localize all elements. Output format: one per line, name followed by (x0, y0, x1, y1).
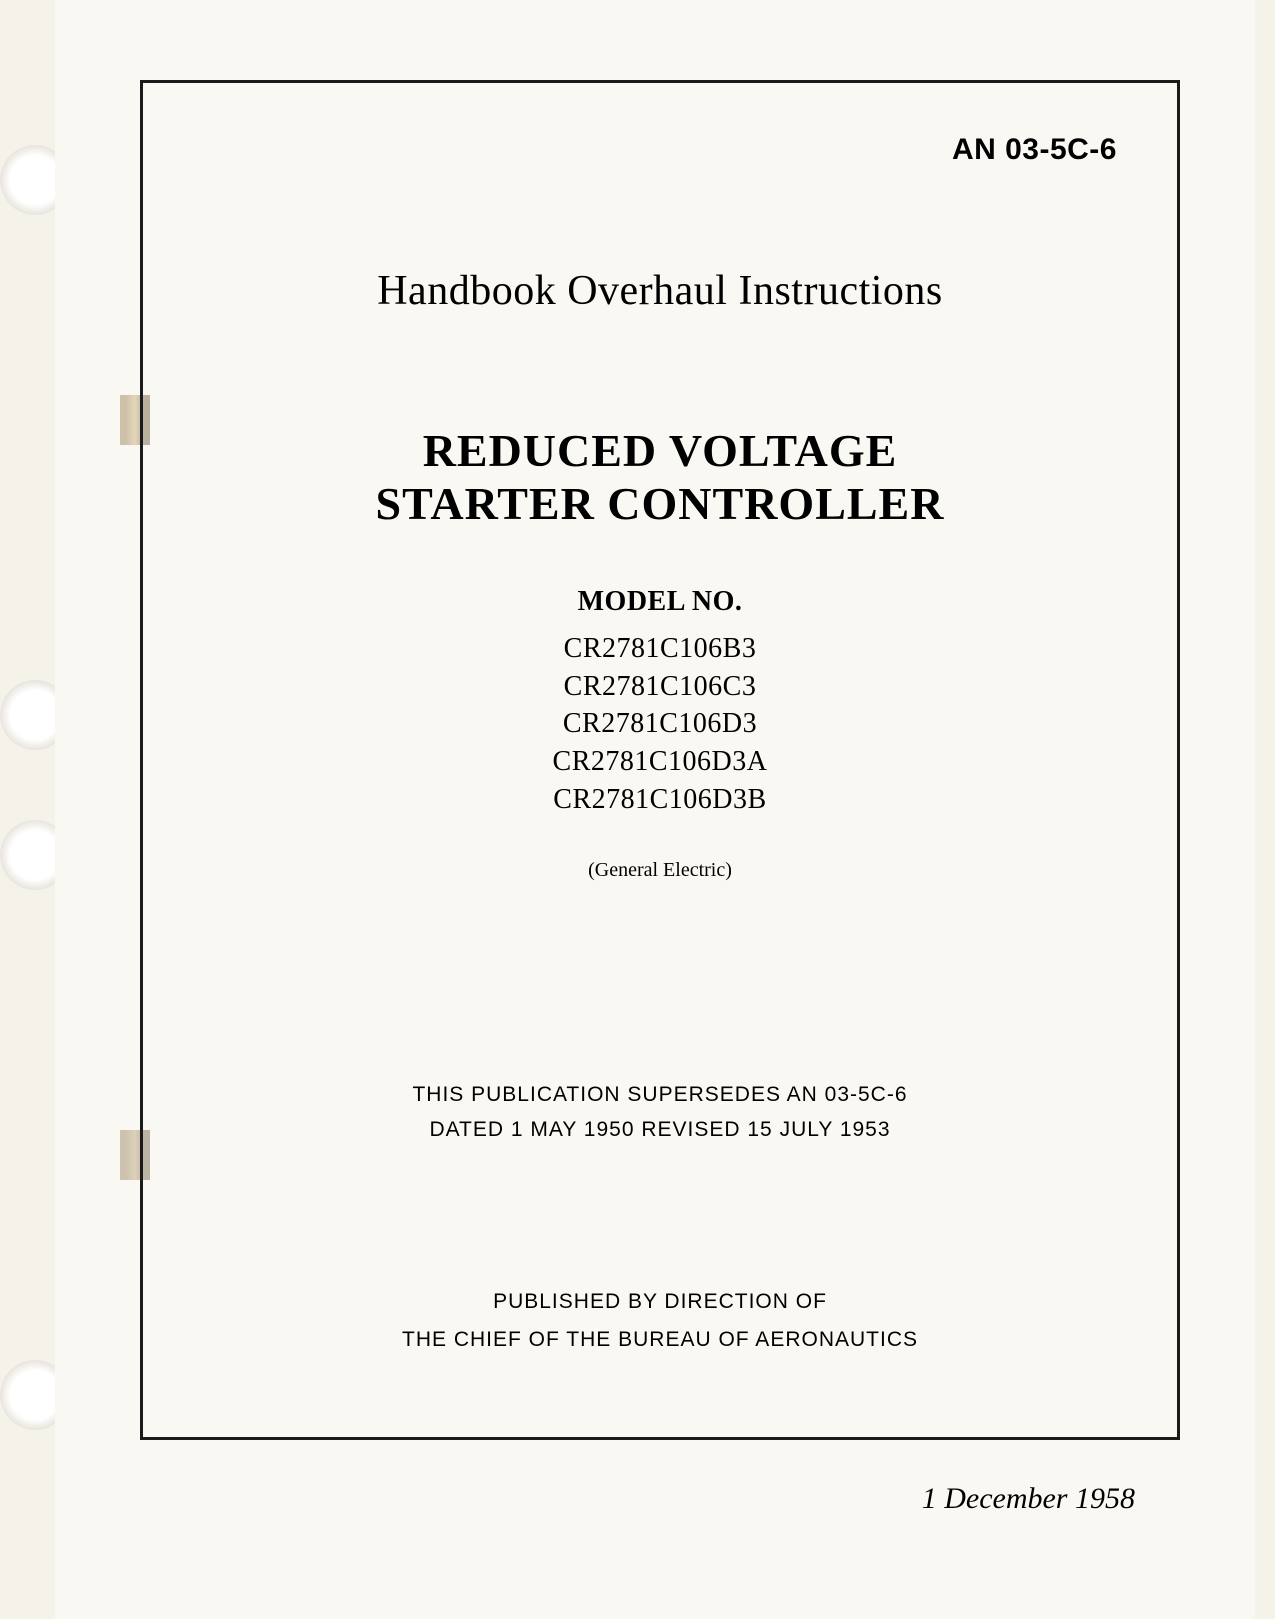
content-frame: AN 03-5C-6 Handbook Overhaul Instruction… (140, 80, 1180, 1440)
model-item: CR2781C106D3B (203, 781, 1117, 819)
main-title-line1: REDUCED VOLTAGE (423, 425, 898, 476)
publication-date: 1 December 1958 (140, 1482, 1180, 1516)
main-title-line2: STARTER CONTROLLER (376, 478, 945, 529)
publisher-line1: PUBLISHED BY DIRECTION OF (493, 1290, 827, 1313)
model-list: CR2781C106B3 CR2781C106C3 CR2781C106D3 C… (203, 630, 1117, 819)
model-section: MODEL NO. CR2781C106B3 CR2781C106C3 CR27… (203, 586, 1117, 819)
supersedes-line1: THIS PUBLICATION SUPERSEDES AN 03-5C-6 (412, 1083, 907, 1106)
model-heading: MODEL NO. (203, 586, 1117, 618)
handbook-title: Handbook Overhaul Instructions (203, 267, 1117, 315)
supersedes-line2: DATED 1 MAY 1950 REVISED 15 JULY 1953 (429, 1118, 890, 1141)
main-title: REDUCED VOLTAGE STARTER CONTROLLER (203, 425, 1117, 531)
publisher-notice: PUBLISHED BY DIRECTION OF THE CHIEF OF T… (203, 1283, 1117, 1359)
document-page: AN 03-5C-6 Handbook Overhaul Instruction… (55, 0, 1255, 1619)
publisher-line2: THE CHIEF OF THE BUREAU OF AERONAUTICS (402, 1328, 918, 1351)
document-number: AN 03-5C-6 (203, 133, 1117, 167)
model-item: CR2781C106B3 (203, 630, 1117, 668)
manufacturer: (General Electric) (203, 859, 1117, 882)
model-item: CR2781C106D3 (203, 705, 1117, 743)
model-item: CR2781C106D3A (203, 743, 1117, 781)
model-item: CR2781C106C3 (203, 668, 1117, 706)
supersedes-notice: THIS PUBLICATION SUPERSEDES AN 03-5C-6 D… (203, 1077, 1117, 1148)
